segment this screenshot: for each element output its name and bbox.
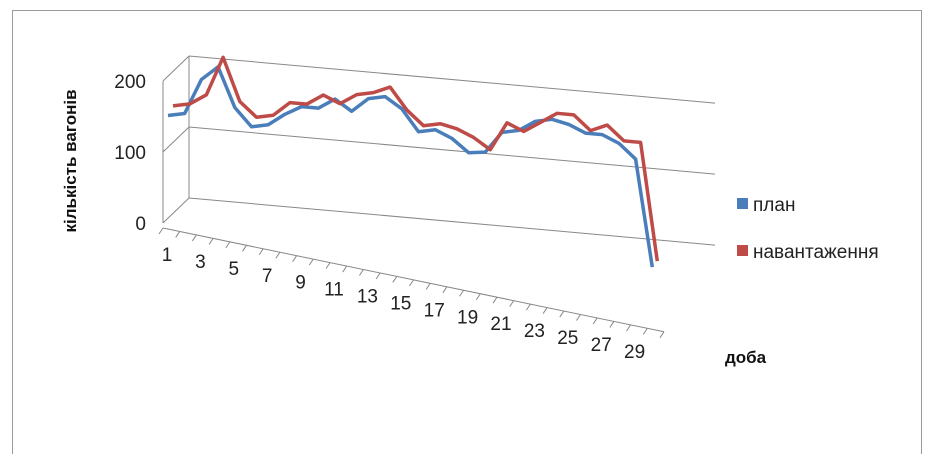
y-axis-title: кількість вагонів — [61, 89, 80, 232]
x-tick-mark — [243, 245, 247, 251]
x-tick-mark — [326, 263, 330, 269]
series-line — [168, 67, 652, 267]
x-tick-label: 17 — [424, 300, 445, 321]
x-tick-mark — [543, 308, 547, 314]
y-tick-label: 100 — [114, 143, 146, 164]
x-tick-mark — [276, 252, 280, 258]
x-tick-mark — [343, 266, 347, 272]
x-tick-label: 23 — [524, 321, 545, 342]
x-tick-label: 7 — [262, 266, 273, 287]
x-tick-mark — [226, 242, 230, 248]
gridline-wall-200 — [163, 56, 189, 81]
x-tick-label: 15 — [390, 293, 411, 314]
gridline-200 — [189, 56, 715, 103]
x-tick-mark — [376, 273, 380, 279]
x-tick-mark — [410, 280, 414, 286]
gridline-wall-100 — [163, 127, 189, 152]
x-tick-mark — [643, 328, 647, 334]
x-tick-mark — [560, 311, 564, 317]
legend-swatch — [737, 198, 748, 209]
x-tick-mark — [460, 290, 464, 296]
x-axis-title: доба — [725, 348, 767, 367]
x-tick-mark — [510, 301, 514, 307]
series-line — [173, 57, 657, 261]
x-tick-mark — [192, 235, 196, 241]
series-навантаження — [173, 57, 657, 261]
x-tick-label: 1 — [162, 245, 173, 266]
x-tick-mark — [526, 304, 530, 310]
x-tick-mark — [593, 318, 597, 324]
x-tick-mark — [359, 270, 363, 276]
x-tick-mark — [159, 228, 163, 234]
gridline-0 — [189, 198, 715, 245]
x-tick-mark — [393, 276, 397, 282]
x-tick-label: 19 — [457, 307, 478, 328]
x-tick-mark — [610, 321, 614, 327]
x-tick-mark — [293, 256, 297, 262]
x-tick-mark — [476, 294, 480, 300]
x-tick-mark — [259, 249, 263, 255]
gridline-wall-0 — [163, 198, 189, 223]
series-план — [168, 67, 652, 267]
legend-label: навантаження — [753, 242, 879, 263]
x-tick-label: 25 — [557, 328, 578, 349]
y-tick-label: 200 — [114, 72, 146, 93]
x-tick-mark — [493, 297, 497, 303]
x-tick-label: 9 — [295, 273, 306, 294]
x-tick-label: 27 — [591, 335, 612, 356]
x-tick-label: 11 — [324, 280, 344, 301]
x-tick-mark — [309, 259, 313, 265]
x-tick-label: 21 — [490, 314, 511, 335]
x-tick-mark — [443, 287, 447, 293]
x-tick-mark — [660, 332, 664, 338]
x-tick-mark — [209, 238, 213, 244]
x-tick-mark — [426, 283, 430, 289]
x-tick-label: 13 — [357, 287, 378, 308]
x-tick-label: 3 — [195, 252, 206, 273]
x-tick-mark — [176, 231, 180, 237]
x-tick-label: 29 — [624, 342, 645, 363]
legend-swatch — [737, 245, 748, 256]
legend-label: план — [753, 195, 795, 216]
x-tick-label: 5 — [229, 259, 240, 280]
x-tick-mark — [627, 325, 631, 331]
x-tick-mark — [577, 315, 581, 321]
y-tick-label: 0 — [135, 214, 146, 235]
